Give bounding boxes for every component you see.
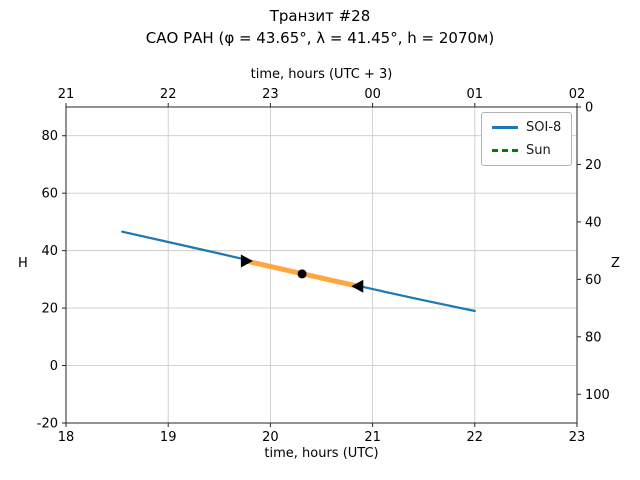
svg-text:80: 80 [41, 129, 58, 144]
plot-spines [65, 106, 578, 424]
legend-line-sample [492, 126, 518, 129]
tick-labels: 18 19 20 21 22 23 21 22 23 00 01 02 -20 0 20 40 60 80 0 20 4… [37, 87, 610, 445]
svg-text:01: 01 [467, 87, 484, 102]
svg-text:40: 40 [585, 215, 602, 230]
legend-entry-sun: Sun [492, 143, 561, 158]
svg-text:40: 40 [41, 244, 58, 259]
transit-start-marker [240, 254, 253, 268]
y-axis-label-left: H [18, 256, 28, 271]
svg-text:23: 23 [262, 87, 279, 102]
svg-text:21: 21 [58, 87, 75, 102]
svg-text:22: 22 [467, 430, 484, 445]
legend-label: Sun [526, 143, 551, 158]
transit-end-marker [351, 279, 364, 293]
svg-text:00: 00 [364, 87, 381, 102]
chart-subtitle: САО РАН (φ = 43.65°, λ = 41.45°, h = 207… [145, 29, 495, 47]
tick-marks [62, 103, 581, 427]
svg-text:22: 22 [160, 87, 177, 102]
svg-text:18: 18 [58, 430, 75, 445]
y-axis-label-right: Z [611, 256, 620, 271]
chart-title: Транзит #28 [269, 7, 371, 25]
svg-text:60: 60 [41, 187, 58, 202]
legend-entry-soi-8: SOI-8 [492, 120, 561, 135]
svg-text:20: 20 [585, 158, 602, 173]
legend: SOI-8 Sun [481, 112, 573, 166]
legend-line-sample [492, 149, 518, 152]
svg-text:20: 20 [262, 430, 279, 445]
x-axis-label-top: time, hours (UTC + 3) [250, 67, 393, 82]
svg-text:23: 23 [569, 430, 586, 445]
x-axis-label-bottom: time, hours (UTC) [264, 446, 379, 461]
svg-text:100: 100 [585, 388, 610, 403]
svg-text:20: 20 [41, 302, 58, 317]
svg-text:80: 80 [585, 330, 602, 345]
svg-text:60: 60 [585, 273, 602, 288]
transit-midpoint-marker [297, 269, 307, 279]
legend-label: SOI-8 [526, 120, 562, 135]
svg-text:21: 21 [364, 430, 381, 445]
svg-text:-20: -20 [37, 417, 58, 432]
svg-text:0: 0 [50, 359, 58, 374]
svg-text:0: 0 [585, 101, 593, 116]
svg-text:19: 19 [160, 430, 177, 445]
svg-text:02: 02 [569, 87, 586, 102]
